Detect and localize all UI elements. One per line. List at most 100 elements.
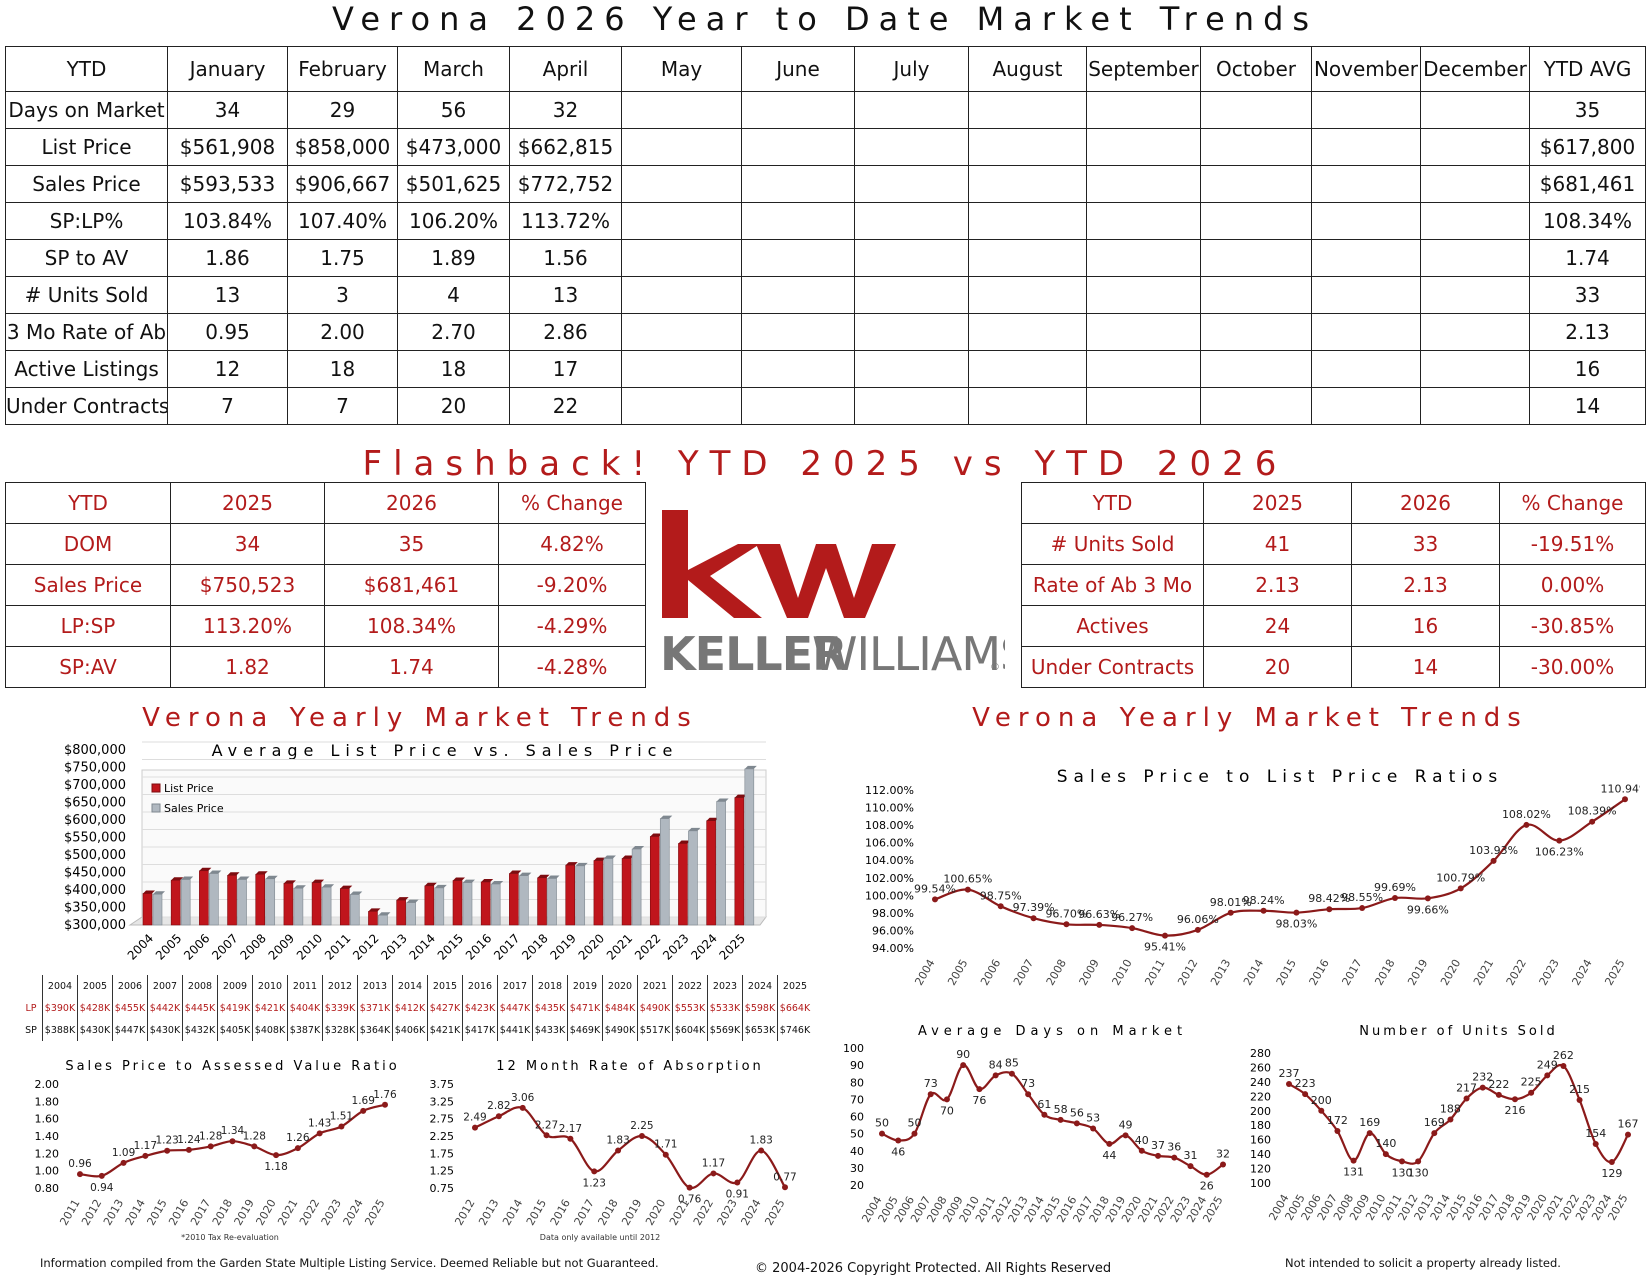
y-tick-label: 0.75: [430, 1182, 454, 1195]
data-label: 169: [1359, 1116, 1380, 1129]
data-point: [472, 1124, 478, 1131]
data-point: [519, 1104, 526, 1111]
data-label: 96.06%: [1177, 913, 1219, 926]
y-tick-label: $400,000: [64, 883, 126, 898]
mini-table-cell: $484K: [602, 997, 638, 1019]
ytd-cell: [741, 128, 855, 166]
data-point: [1576, 1096, 1583, 1103]
x-tick-label: 2004: [125, 931, 156, 962]
series-line: [934, 798, 1626, 937]
bar-top: [434, 884, 447, 888]
ytd-cell: $681,461: [1529, 165, 1646, 203]
left-compare-header-cell: YTD: [5, 482, 171, 524]
bar-sales: [490, 883, 501, 926]
bar-top: [181, 876, 194, 880]
data-label: 31: [1184, 1149, 1198, 1162]
data-point: [1106, 1140, 1113, 1147]
bar-sales: [547, 878, 557, 926]
ytd-cell: [1420, 91, 1530, 129]
data-point: [164, 1147, 171, 1154]
ytd-cell: [1420, 165, 1530, 203]
left-compare-row-label: SP:AV: [5, 646, 171, 688]
x-tick-label: 2016: [548, 1197, 573, 1228]
mini-table-year: 2004: [42, 975, 78, 997]
data-label: 50: [875, 1117, 889, 1130]
x-tick-label: 2018: [210, 1197, 235, 1228]
data-point: [1286, 1081, 1292, 1088]
ytd-cell: 32: [509, 91, 622, 129]
ytd-cell: [1200, 165, 1312, 203]
data-point: [495, 1113, 502, 1120]
ytd-cell: [968, 313, 1087, 351]
mini-table-year: 2017: [497, 975, 533, 997]
ytd-cell: [741, 387, 855, 425]
mini-table-cell: $653K: [742, 1019, 778, 1041]
ytd-cell: [968, 128, 1087, 166]
ytd-cell: $906,667: [287, 165, 398, 203]
ytd-cell: [1311, 387, 1421, 425]
bar-sales: [659, 818, 670, 926]
left-compare-cell: -9.20%: [498, 564, 646, 606]
right-compare-cell: -30.00%: [1499, 646, 1646, 688]
y-tick-label: $750,000: [64, 761, 126, 776]
right-compare-cell: 16: [1351, 605, 1500, 647]
data-label: 188: [1440, 1102, 1461, 1115]
x-tick-label: 2015: [144, 1197, 169, 1228]
data-label: 129: [1601, 1167, 1622, 1180]
x-tick-label: 2018: [1372, 957, 1397, 988]
mini-table-cell: $421K: [427, 1019, 463, 1041]
data-point: [1608, 1159, 1615, 1166]
ytd-cell: [1086, 202, 1201, 240]
bar-top: [283, 880, 296, 884]
y-tick-label: 1.20: [35, 1147, 60, 1160]
ytd-cell: [1086, 313, 1201, 351]
ytd-row: Sales Price $593,533 $906,667 $501,625 $772,…: [5, 165, 1646, 203]
ytd-cell: [621, 276, 742, 314]
data-point: [976, 1086, 983, 1093]
mini-table-cell: $435K: [532, 997, 568, 1019]
data-point: [943, 1096, 950, 1103]
footer-right: Not intended to solicit a property alrea…: [1285, 1256, 1561, 1270]
mini-table-row-label: SP: [25, 1024, 37, 1036]
ytd-cell: [968, 350, 1087, 388]
x-tick-label: 2021: [275, 1197, 300, 1228]
bar-top: [678, 840, 691, 844]
ytd-cell: [1200, 276, 1312, 314]
left-compare-row-label: LP:SP: [5, 605, 171, 647]
ytd-row-label: List Price: [5, 128, 168, 166]
right-compare-row: Actives 24 16 -30.85%: [1021, 605, 1646, 647]
y-tick-label: 1.75: [430, 1147, 454, 1160]
x-tick-label: 2021: [1471, 957, 1496, 988]
data-point: [338, 1123, 345, 1130]
ytd-cell: $473,000: [397, 128, 510, 166]
bar-sales: [519, 875, 529, 926]
bar-top: [593, 857, 606, 861]
x-tick-label: 2023: [660, 931, 691, 962]
bar-top: [406, 899, 419, 903]
mini-table-corner: [20, 975, 43, 997]
mini-table-cell: $388K: [42, 1019, 78, 1041]
bar-sales: [744, 768, 755, 926]
x-tick-label: 2018: [519, 931, 550, 962]
mini-table-year: 2018: [532, 975, 568, 997]
bar-sales: [688, 830, 698, 926]
bar-sales: [434, 887, 445, 926]
data-label: 61: [1037, 1098, 1051, 1111]
right-compare-row-label: Under Contracts: [1021, 646, 1204, 688]
bar-sales: [462, 882, 473, 926]
data-point: [964, 886, 971, 893]
data-point: [1457, 885, 1464, 892]
y-tick-label: 1.25: [430, 1165, 454, 1178]
mini-table-cell: $428K: [77, 997, 113, 1019]
mini-table-cell: $598K: [742, 997, 778, 1019]
data-label: 262: [1553, 1049, 1574, 1062]
left-compare-cell: 4.82%: [498, 523, 646, 565]
ytd-row-label: 3 Mo Rate of Ab: [5, 313, 168, 351]
mini-table-year: 2023: [707, 975, 743, 997]
ytd-cell: [621, 350, 742, 388]
ytd-cell: 1.74: [1529, 239, 1646, 277]
y-tick-label: 30: [850, 1162, 864, 1175]
chart-title: Average List Price vs. Sales Price: [212, 741, 679, 760]
data-point: [911, 1130, 918, 1137]
data-label: 154: [1585, 1127, 1606, 1140]
